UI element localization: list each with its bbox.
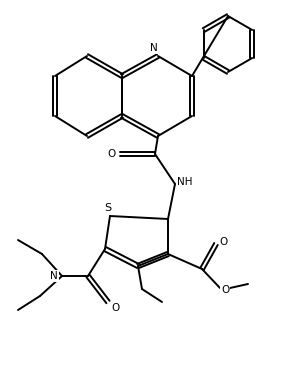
Text: O: O bbox=[221, 285, 229, 295]
Text: N: N bbox=[50, 271, 58, 281]
Text: NH: NH bbox=[177, 177, 193, 187]
Text: O: O bbox=[220, 237, 228, 247]
Text: S: S bbox=[104, 203, 112, 213]
Text: O: O bbox=[112, 303, 120, 313]
Text: O: O bbox=[108, 149, 116, 159]
Text: N: N bbox=[150, 43, 158, 53]
